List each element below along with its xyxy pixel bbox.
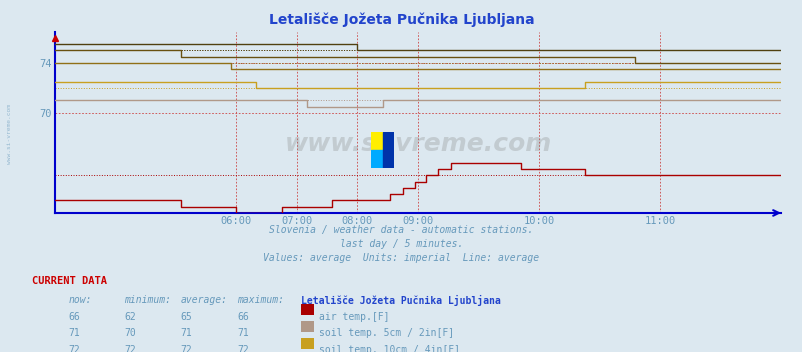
Text: www.si-vreme.com: www.si-vreme.com: [7, 104, 12, 164]
Text: 66: 66: [68, 312, 80, 321]
Text: 71: 71: [68, 328, 80, 338]
Text: air temp.[F]: air temp.[F]: [318, 312, 389, 321]
Text: 62: 62: [124, 312, 136, 321]
Text: www.si-vreme.com: www.si-vreme.com: [284, 132, 551, 156]
Text: Letališče Jožeta Pučnika Ljubljana: Letališče Jožeta Pučnika Ljubljana: [301, 295, 500, 306]
Text: 70: 70: [124, 328, 136, 338]
Text: soil temp. 5cm / 2in[F]: soil temp. 5cm / 2in[F]: [318, 328, 453, 338]
Text: 72: 72: [124, 345, 136, 352]
Text: CURRENT DATA: CURRENT DATA: [32, 276, 107, 286]
Text: 71: 71: [180, 328, 192, 338]
Text: Values: average  Units: imperial  Line: average: Values: average Units: imperial Line: av…: [263, 253, 539, 263]
Text: 65: 65: [180, 312, 192, 321]
Text: soil temp. 10cm / 4in[F]: soil temp. 10cm / 4in[F]: [318, 345, 460, 352]
Bar: [383, 132, 394, 168]
Text: last day / 5 minutes.: last day / 5 minutes.: [339, 239, 463, 249]
Text: 72: 72: [180, 345, 192, 352]
Text: Letališče Jožeta Pučnika Ljubljana: Letališče Jožeta Pučnika Ljubljana: [269, 12, 533, 27]
Text: 72: 72: [237, 345, 249, 352]
Text: average:: average:: [180, 295, 228, 304]
Bar: [371, 132, 383, 150]
Text: minimum:: minimum:: [124, 295, 172, 304]
Text: 71: 71: [237, 328, 249, 338]
Bar: [371, 150, 383, 168]
Text: 72: 72: [68, 345, 80, 352]
Text: maximum:: maximum:: [237, 295, 284, 304]
Text: now:: now:: [68, 295, 91, 304]
Text: 66: 66: [237, 312, 249, 321]
Text: Slovenia / weather data - automatic stations.: Slovenia / weather data - automatic stat…: [269, 225, 533, 235]
